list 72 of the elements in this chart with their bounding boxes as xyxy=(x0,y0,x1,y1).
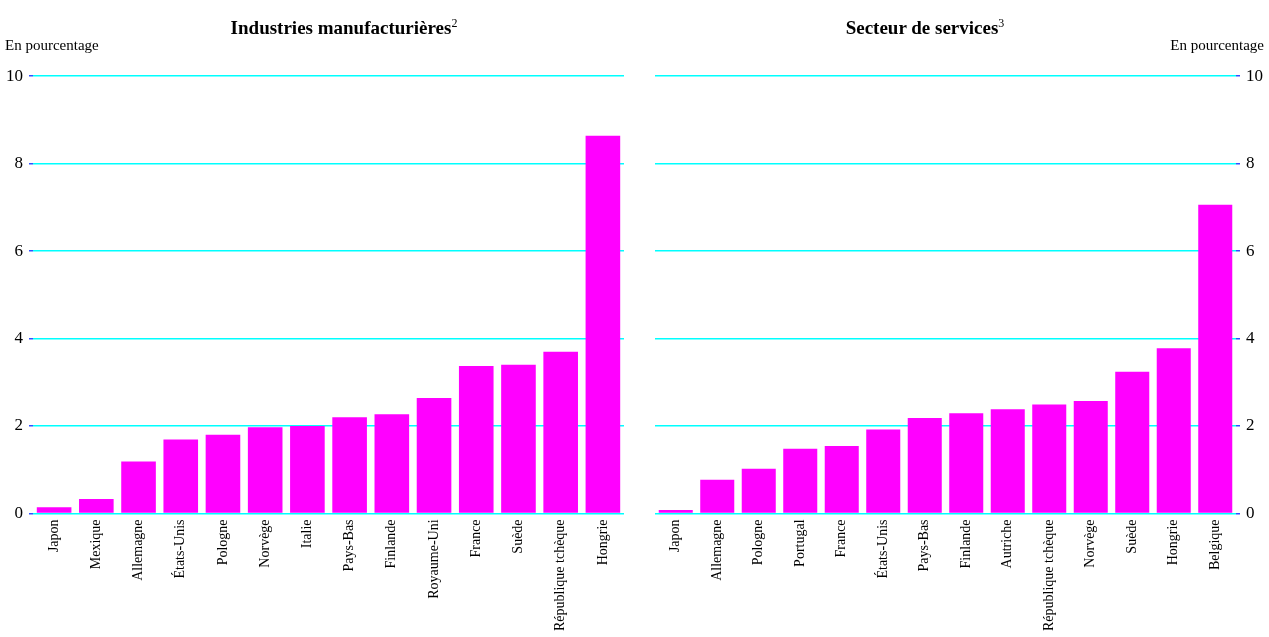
bar xyxy=(658,509,693,513)
bar xyxy=(1156,348,1191,513)
bar xyxy=(79,499,114,513)
bar xyxy=(1115,371,1150,513)
bar xyxy=(501,364,536,513)
y-tick-label: 0 xyxy=(14,502,23,522)
x-tick-label: Suède xyxy=(510,519,526,554)
bar xyxy=(741,468,776,513)
x-tick-label: Hongrie xyxy=(594,519,610,566)
y2-tick-label: 2 xyxy=(1246,415,1255,435)
x-tick-label: Finlande xyxy=(383,519,399,569)
y2-axis-title: En pourcentage xyxy=(1170,37,1264,54)
y2-tick-label: 0 xyxy=(1246,502,1255,522)
x-tick-label: Pologne xyxy=(214,519,230,566)
bar xyxy=(332,417,367,513)
y2-tick-label: 4 xyxy=(1246,328,1255,347)
x-tick-label: Finlande xyxy=(957,519,973,569)
y-tick-label: 6 xyxy=(14,240,23,260)
y-axis-title: En pourcentage xyxy=(5,37,99,54)
x-tick-label: Portugal xyxy=(791,519,807,567)
x-tick-label: États-Unis xyxy=(873,519,890,579)
x-tick-label: Allemagne xyxy=(130,519,146,581)
bar xyxy=(36,507,72,513)
bar xyxy=(585,135,621,513)
x-tick-label: France xyxy=(833,519,849,558)
bar xyxy=(543,351,578,513)
x-tick-label: États-Unis xyxy=(171,519,188,579)
x-tick-label: Pays-Bas xyxy=(916,519,932,572)
x-tick-label: Royaume-Uni xyxy=(425,519,441,599)
y2-tick-label: 6 xyxy=(1246,240,1255,260)
y2-tick-label: 8 xyxy=(1246,153,1255,173)
x-tick-label: Pays-Bas xyxy=(341,519,357,572)
x-tick-label: Pologne xyxy=(750,519,766,566)
bar xyxy=(949,413,984,513)
bar xyxy=(121,461,156,513)
bar xyxy=(374,414,410,513)
y-tick-label: 10 xyxy=(6,65,23,85)
chart-title: Industries manufacturières$^{2}$ xyxy=(230,16,458,40)
x-tick-label: République tchèque xyxy=(1040,519,1056,631)
x-tick-label: Mexique xyxy=(87,519,103,570)
x-tick-label: Norvège xyxy=(1082,519,1098,568)
bar xyxy=(205,434,241,513)
bar xyxy=(990,409,1025,513)
x-tick-label: Japon xyxy=(667,519,683,553)
bar xyxy=(458,366,494,513)
x-tick-label: Allemagne xyxy=(708,519,724,581)
x-tick-label: France xyxy=(467,519,483,558)
y-tick-label: 4 xyxy=(14,328,24,347)
x-tick-label: République tchèque xyxy=(552,519,568,631)
x-tick-label: Italie xyxy=(299,519,315,549)
bar xyxy=(783,448,818,513)
bar xyxy=(1073,401,1108,513)
bar xyxy=(163,439,199,513)
bar xyxy=(416,398,452,513)
bar xyxy=(1032,404,1067,513)
y-tick-label: 8 xyxy=(14,153,23,173)
x-tick-label: Japon xyxy=(45,519,61,553)
y-tick-label: 2 xyxy=(14,415,23,435)
chart-title: Secteur de services$^{3}$ xyxy=(845,16,1005,40)
bar xyxy=(1198,204,1233,513)
x-tick-label: Norvège xyxy=(256,519,272,568)
bar xyxy=(866,429,901,513)
x-tick-label: Belgique xyxy=(1206,519,1222,570)
bar xyxy=(700,479,735,513)
bar xyxy=(290,425,325,513)
bar xyxy=(247,427,283,513)
x-tick-label: Autriche xyxy=(999,519,1015,569)
bar xyxy=(824,446,859,513)
x-tick-label: Hongrie xyxy=(1165,519,1181,566)
y2-tick-label: 10 xyxy=(1246,65,1263,85)
x-tick-label: Suède xyxy=(1123,519,1139,554)
bar xyxy=(907,418,942,513)
